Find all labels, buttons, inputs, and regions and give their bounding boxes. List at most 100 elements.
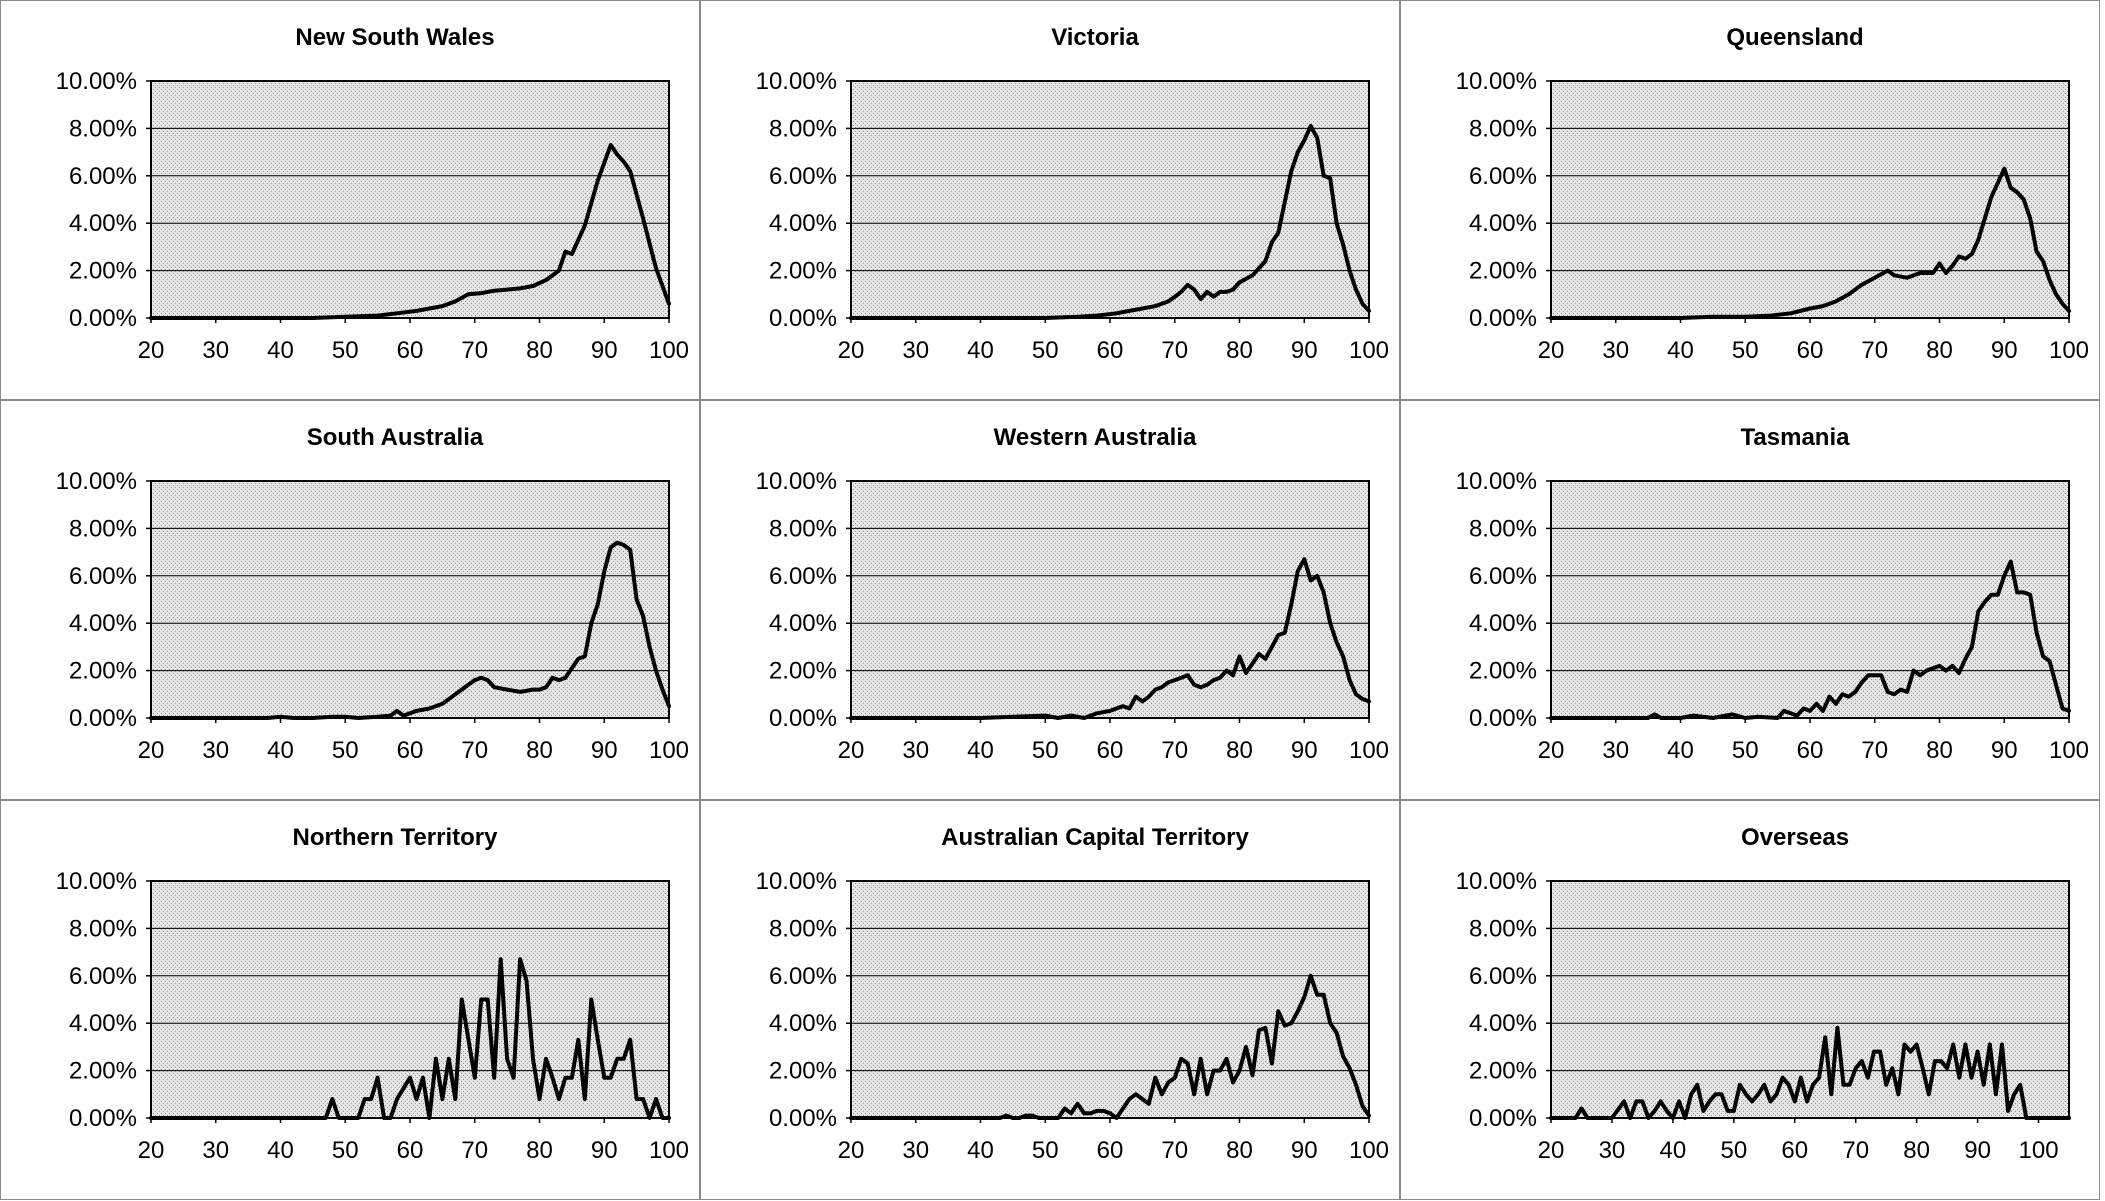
- x-tick-label: 90: [1964, 1137, 1991, 1164]
- x-tick-label: 80: [1926, 737, 1953, 764]
- y-tick-label: 4.00%: [769, 210, 837, 237]
- x-tick-label: 30: [202, 1137, 229, 1164]
- x-tick-label: 30: [1599, 1137, 1626, 1164]
- plot-area: [851, 881, 1369, 1118]
- x-tick-label: 60: [397, 737, 424, 764]
- x-tick-label: 60: [1097, 737, 1124, 764]
- x-tick-label: 70: [1842, 1137, 1869, 1164]
- x-tick-label: 80: [526, 1137, 553, 1164]
- chart-panel: New South Wales 0.00% 2.00% 4.00% 6.00% 8.00%…: [0, 0, 700, 400]
- y-tick-label: 0.00%: [69, 1105, 137, 1132]
- chart-svg: Tasmania 0.00% 2.00% 4.00% 6.00% 8.00% 10.00% 2…: [1456, 424, 2089, 764]
- plot-border: [150, 80, 670, 319]
- x-tick-label: 20: [1538, 1137, 1565, 1164]
- x-tick-label: 30: [202, 337, 229, 364]
- x-tick-label: 100: [2019, 1137, 2059, 1164]
- chart-panel: Northern Territory 0.00% 2.00% 4.00% 6.00% 8.…: [0, 800, 700, 1200]
- x-tick-label: 50: [1032, 1137, 1059, 1164]
- x-tick-label: 70: [461, 337, 488, 364]
- x-tick-label: 90: [1291, 1137, 1318, 1164]
- chart-title: South Australia: [307, 424, 484, 451]
- x-tick-label: 20: [838, 737, 865, 764]
- series-line: [149, 957, 671, 1120]
- x-tick-label: 50: [1032, 337, 1059, 364]
- y-tick-label: 0.00%: [69, 705, 137, 732]
- chart-panel: Tasmania 0.00% 2.00% 4.00% 6.00% 8.00% 10.00% 2…: [1400, 400, 2100, 800]
- plot-area: [851, 481, 1369, 718]
- y-tick-label: 4.00%: [1469, 1010, 1537, 1037]
- x-tick-label: 60: [1797, 337, 1824, 364]
- chart-title: Overseas: [1741, 824, 1849, 851]
- y-tick-label: 6.00%: [69, 163, 137, 190]
- x-tick-label: 20: [1538, 737, 1565, 764]
- chart-title: Queensland: [1726, 24, 1863, 51]
- x-tick-label: 100: [2049, 737, 2089, 764]
- y-tick-label: 6.00%: [769, 163, 837, 190]
- y-tick-label: 10.00%: [56, 68, 137, 95]
- y-tick-label: 0.00%: [69, 305, 137, 332]
- x-tick-label: 70: [1861, 737, 1888, 764]
- y-tick-label: 8.00%: [69, 115, 137, 142]
- y-tick-label: 4.00%: [69, 1010, 137, 1037]
- plot-border: [1550, 480, 2070, 719]
- y-tick-label: 6.00%: [769, 563, 837, 590]
- plot-border: [850, 480, 1370, 719]
- y-tick-label: 2.00%: [69, 1058, 137, 1085]
- x-tick-label: 50: [1032, 737, 1059, 764]
- y-tick-label: 6.00%: [69, 963, 137, 990]
- y-tick-label: 10.00%: [56, 468, 137, 495]
- chart-title: Tasmania: [1741, 424, 1851, 451]
- x-tick-label: 70: [1161, 737, 1188, 764]
- x-tick-label: 60: [1781, 1137, 1808, 1164]
- series-line: [1549, 559, 2071, 720]
- x-tick-label: 50: [1732, 337, 1759, 364]
- y-tick-label: 4.00%: [69, 610, 137, 637]
- y-tick-label: 0.00%: [1469, 305, 1537, 332]
- x-tick-label: 30: [902, 337, 929, 364]
- x-tick-label: 90: [1991, 337, 2018, 364]
- series-line: [149, 540, 671, 720]
- y-tick-label: 8.00%: [1469, 915, 1537, 942]
- series-line: [1549, 1025, 2071, 1120]
- x-tick-label: 70: [1161, 337, 1188, 364]
- x-tick-label: 30: [1602, 737, 1629, 764]
- x-tick-label: 100: [1349, 1137, 1389, 1164]
- x-tick-label: 70: [1161, 1137, 1188, 1164]
- y-tick-label: 0.00%: [1469, 705, 1537, 732]
- x-tick-label: 60: [1097, 337, 1124, 364]
- x-tick-label: 80: [1226, 737, 1253, 764]
- y-tick-label: 4.00%: [1469, 210, 1537, 237]
- x-tick-label: 30: [902, 737, 929, 764]
- chart-svg: Victoria 0.00% 2.00% 4.00% 6.00% 8.00% 10.00% 2…: [756, 24, 1389, 364]
- x-tick-label: 60: [1097, 1137, 1124, 1164]
- chart-svg: Australian Capital Territory 0.00% 2.00% 4.…: [756, 824, 1389, 1164]
- x-tick-label: 90: [591, 337, 618, 364]
- y-tick-label: 10.00%: [1456, 468, 1537, 495]
- y-tick-label: 8.00%: [1469, 515, 1537, 542]
- chart-panel: Overseas 0.00% 2.00% 4.00% 6.00% 8.00% 10.00% 2…: [1400, 800, 2100, 1200]
- chart-panel: South Australia 0.00% 2.00% 4.00% 6.00% 8.00%…: [0, 400, 700, 800]
- x-tick-label: 50: [332, 337, 359, 364]
- x-tick-label: 60: [397, 337, 424, 364]
- x-tick-label: 90: [1991, 737, 2018, 764]
- y-tick-label: 10.00%: [756, 868, 837, 895]
- x-tick-label: 40: [267, 337, 294, 364]
- y-tick-label: 8.00%: [769, 115, 837, 142]
- chart-svg: Queensland 0.00% 2.00% 4.00% 6.00% 8.00% 10.00…: [1456, 24, 2089, 364]
- plot-border: [850, 880, 1370, 1119]
- x-tick-label: 80: [526, 337, 553, 364]
- y-tick-label: 2.00%: [1469, 1058, 1537, 1085]
- plot-border: [150, 480, 670, 719]
- x-tick-label: 30: [902, 1137, 929, 1164]
- x-tick-label: 20: [838, 1137, 865, 1164]
- x-tick-label: 30: [1602, 337, 1629, 364]
- chart-svg: New South Wales 0.00% 2.00% 4.00% 6.00% 8.00%…: [56, 24, 689, 364]
- series-line: [849, 557, 1371, 720]
- plot-area: [151, 481, 669, 718]
- x-tick-label: 60: [397, 1137, 424, 1164]
- series-line: [849, 973, 1371, 1120]
- x-tick-label: 20: [138, 337, 165, 364]
- y-tick-label: 8.00%: [769, 515, 837, 542]
- chart-title: Northern Territory: [293, 824, 499, 851]
- x-tick-label: 20: [838, 337, 865, 364]
